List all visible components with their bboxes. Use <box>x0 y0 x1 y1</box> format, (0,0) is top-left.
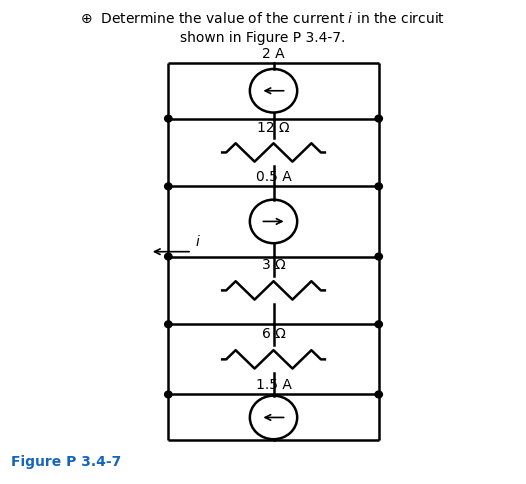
Circle shape <box>165 115 172 122</box>
Circle shape <box>375 321 382 328</box>
Text: Figure P 3.4-7: Figure P 3.4-7 <box>11 455 121 469</box>
Text: $i$: $i$ <box>195 234 200 249</box>
Text: 2 A: 2 A <box>262 46 285 60</box>
Circle shape <box>375 391 382 398</box>
Text: 12 Ω: 12 Ω <box>257 121 290 135</box>
Text: 3 Ω: 3 Ω <box>261 258 286 272</box>
Circle shape <box>165 391 172 398</box>
Circle shape <box>165 253 172 260</box>
Text: 0.5 A: 0.5 A <box>256 170 291 184</box>
Circle shape <box>165 321 172 328</box>
Text: shown in Figure P 3.4-7.: shown in Figure P 3.4-7. <box>180 31 346 45</box>
Text: 6 Ω: 6 Ω <box>261 328 286 342</box>
Circle shape <box>375 115 382 122</box>
Text: 1.5 A: 1.5 A <box>256 378 291 392</box>
Circle shape <box>375 253 382 260</box>
Circle shape <box>375 183 382 190</box>
Circle shape <box>165 183 172 190</box>
Text: ⊕  Determine the value of the current $i$ in the circuit: ⊕ Determine the value of the current $i$… <box>80 12 446 26</box>
